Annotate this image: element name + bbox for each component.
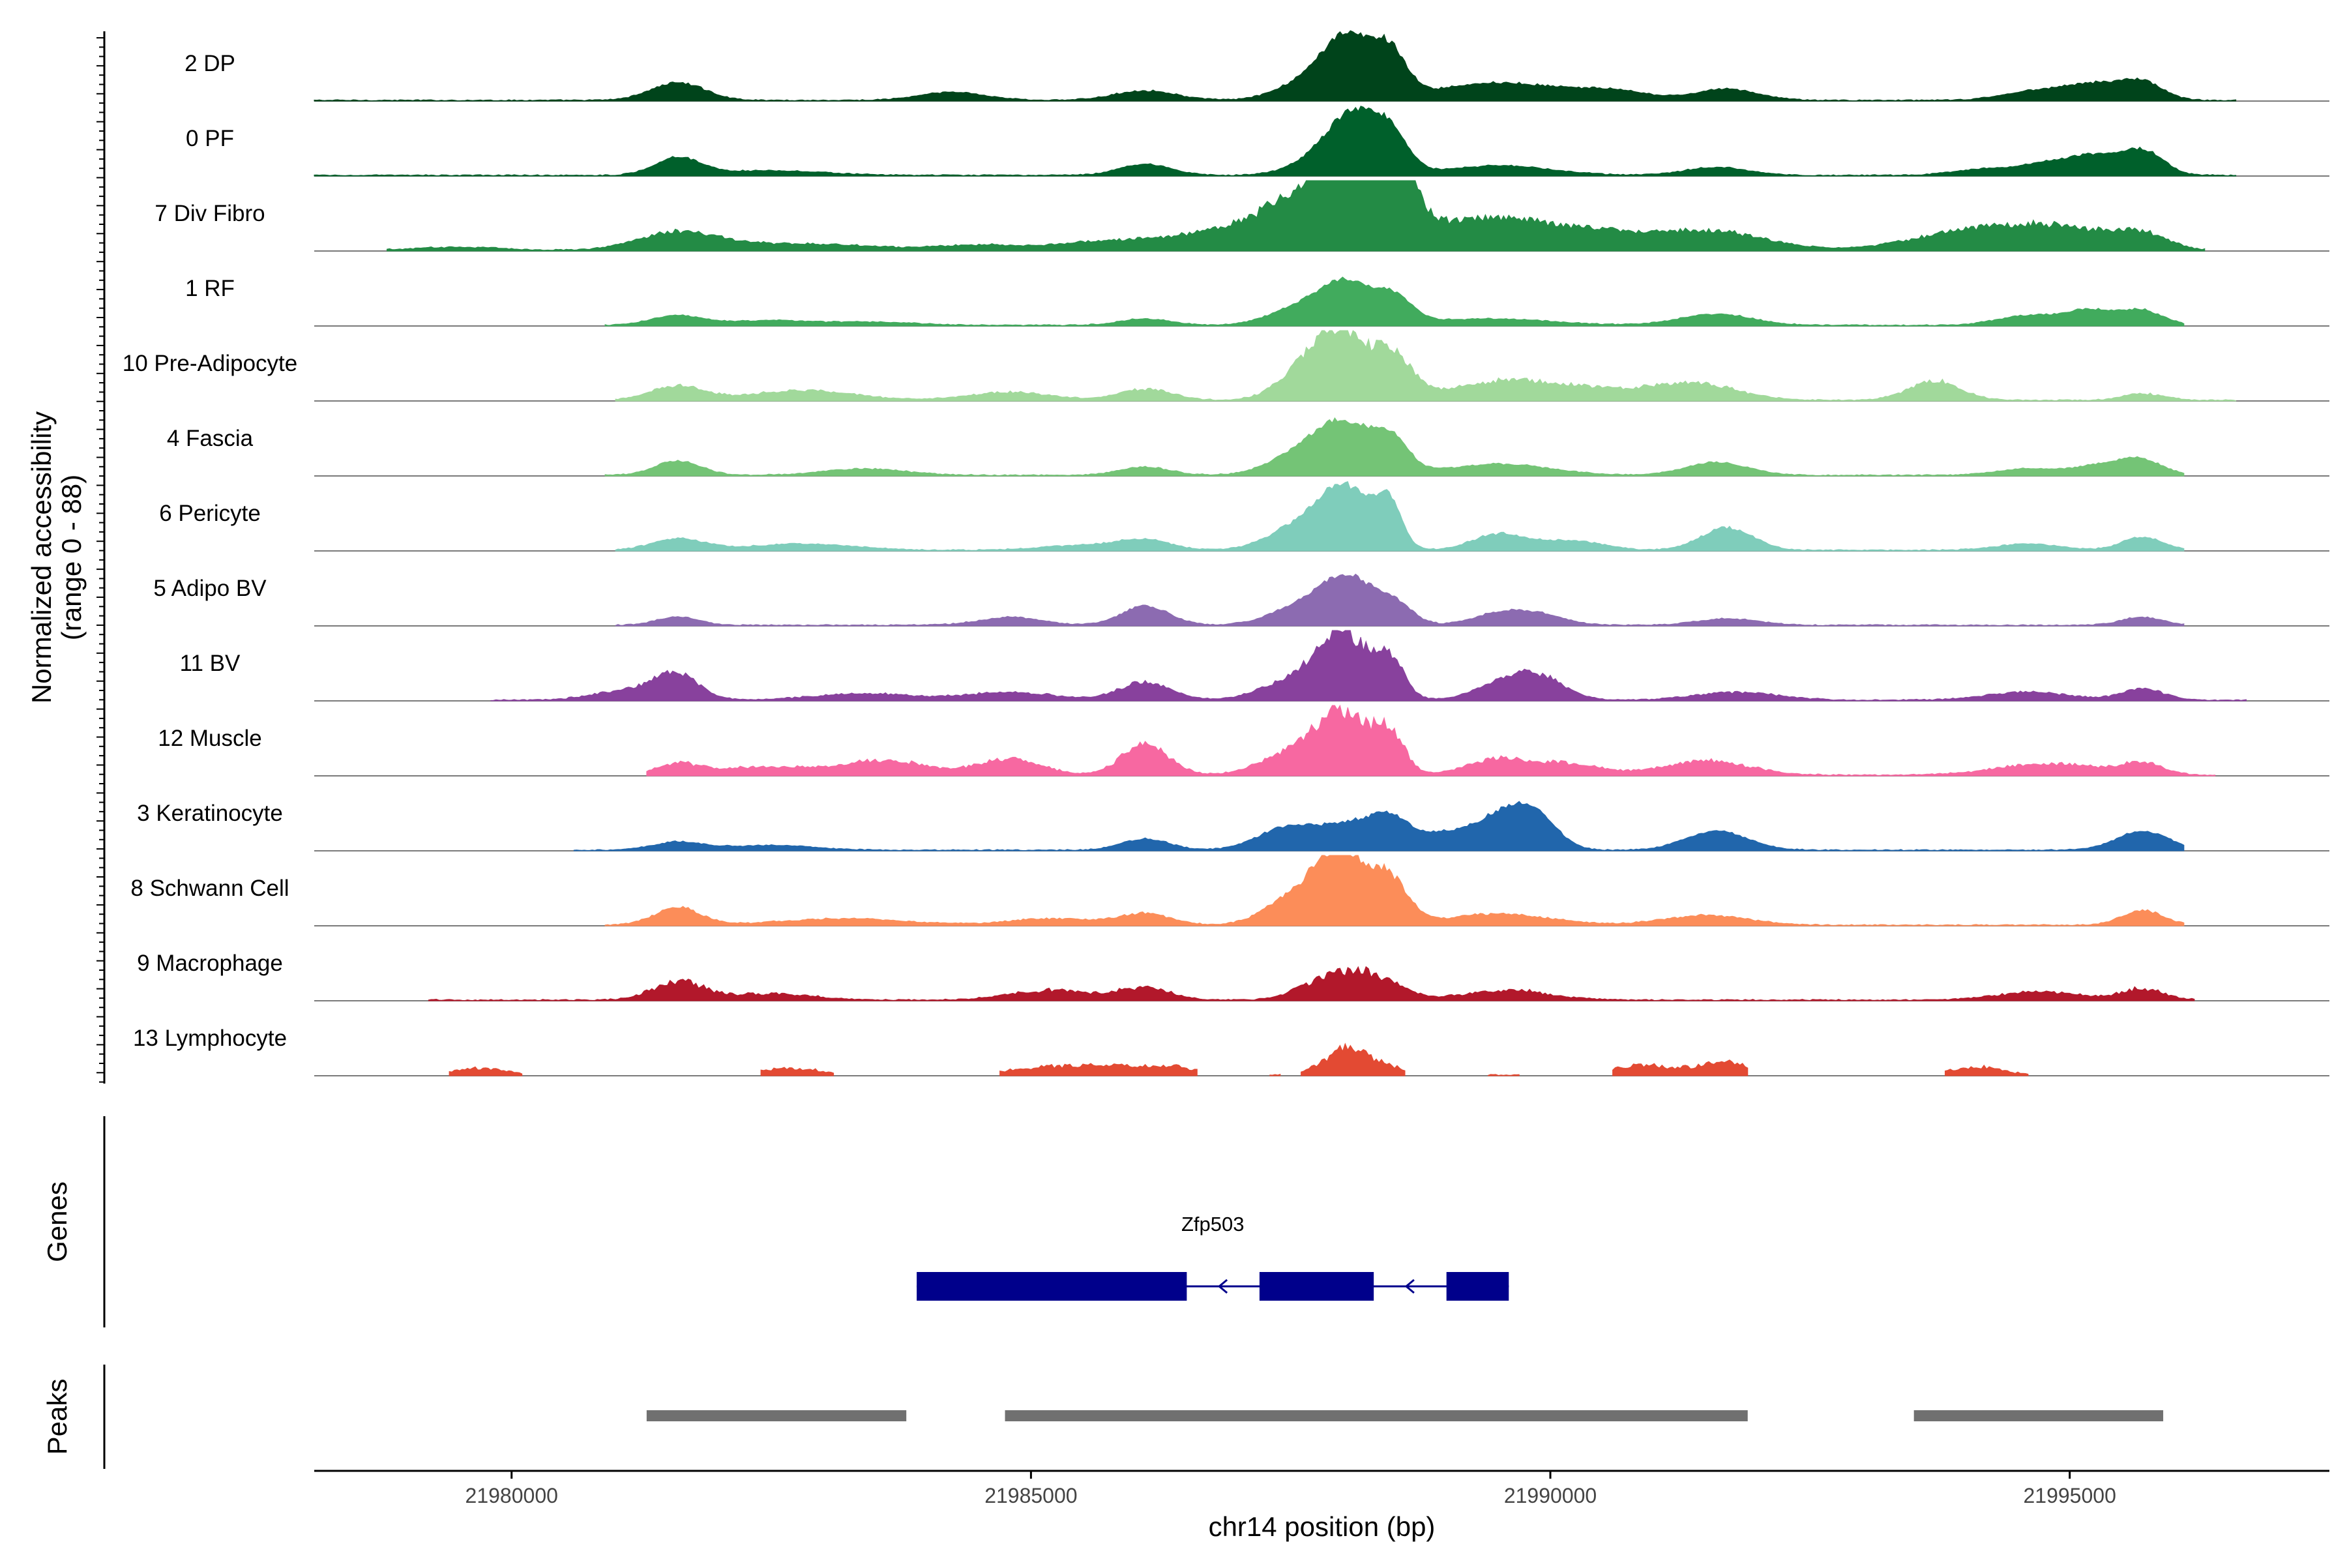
track-label: 12 Muscle	[158, 726, 262, 751]
y-axis-label: Normalized accessibility	[26, 411, 57, 703]
track-area	[999, 1063, 1198, 1076]
track-area	[449, 1066, 523, 1076]
track-2-dp: 2 DP	[185, 30, 2329, 102]
track-label: 5 Adipo BV	[153, 576, 267, 601]
track-area	[604, 855, 2185, 926]
gene-exon	[1259, 1272, 1374, 1301]
track-label: 7 Div Fibro	[155, 201, 265, 226]
track-12-muscle: 12 Muscle	[158, 704, 2329, 777]
track-area	[387, 180, 2206, 252]
track-label: 2 DP	[185, 51, 235, 76]
x-axis: 21980000 21985000 21990000 21995000 chr14 po…	[314, 1470, 2329, 1542]
track-area	[573, 801, 2185, 851]
peaks-panel: Peaks	[42, 1365, 2164, 1469]
x-tick-label: 21990000	[1504, 1484, 1597, 1507]
track-area	[1487, 1074, 1520, 1076]
gene-strand-arrow	[1404, 1279, 1415, 1294]
peak-region	[1005, 1410, 1748, 1421]
track-area	[760, 1067, 834, 1076]
y-axis: Normalized accessibility (range 0 - 88)	[26, 31, 106, 1084]
gene-exon	[1446, 1272, 1509, 1301]
track-area	[490, 630, 2247, 702]
peak-region	[1913, 1410, 2164, 1421]
y-axis-label-range: (range 0 - 88)	[56, 475, 87, 640]
track-0-pf: 0 PF	[186, 106, 2329, 177]
track-1-rf: 1 RF	[185, 276, 2329, 327]
track-4-fascia: 4 Fascia	[167, 417, 2329, 477]
track-label: 0 PF	[186, 126, 234, 151]
track-label: 8 Schwann Cell	[130, 876, 289, 901]
track-area	[615, 330, 2237, 402]
track-5-adipo-bv: 5 Adipo BV	[153, 573, 2329, 627]
track-area	[615, 481, 2185, 552]
gene-strand-arrow	[1217, 1279, 1228, 1294]
peaks-label: Peaks	[42, 1379, 72, 1455]
gene-exon	[917, 1272, 1187, 1301]
track-label: 4 Fascia	[167, 426, 254, 451]
track-area	[646, 704, 2216, 777]
track-label: 13 Lymphocyte	[133, 1026, 287, 1051]
peak-region	[646, 1410, 907, 1421]
track-11-bv: 11 BV	[180, 630, 2329, 702]
genes-panel: Genes Zfp503	[42, 1116, 1509, 1327]
track-label: 10 Pre-Adipocyte	[123, 351, 297, 376]
x-axis-label: chr14 position (bp)	[1209, 1511, 1436, 1542]
gene-name: Zfp503	[1181, 1213, 1245, 1235]
track-8-schwann-cell: 8 Schwann Cell	[130, 855, 2329, 926]
x-tick-label: 21995000	[2023, 1484, 2116, 1507]
x-tick-label: 21985000	[984, 1484, 1077, 1507]
track-label: 6 Pericyte	[159, 501, 261, 526]
track-area	[604, 276, 2185, 327]
track-13-lymphocyte: 13 Lymphocyte	[133, 1026, 2329, 1076]
track-10-pre-adipocyte: 10 Pre-Adipocyte	[123, 330, 2329, 402]
track-label: 11 BV	[180, 651, 241, 676]
track-9-macrophage: 9 Macrophage	[137, 951, 2329, 1001]
track-area	[1612, 1059, 1749, 1076]
track-area	[1945, 1064, 2029, 1076]
track-area	[314, 30, 2237, 102]
track-label: 3 Keratinocyte	[137, 801, 283, 826]
track-7-div-fibro: 7 Div Fibro	[155, 180, 2329, 252]
genes-label: Genes	[42, 1181, 72, 1262]
track-area	[604, 417, 2185, 477]
track-area	[314, 106, 2237, 177]
x-tick-label: 21980000	[465, 1484, 558, 1507]
track-3-keratinocyte: 3 Keratinocyte	[137, 801, 2329, 851]
track-6-pericyte: 6 Pericyte	[159, 481, 2329, 552]
track-area	[1269, 1074, 1281, 1076]
track-area	[615, 573, 2185, 627]
track-label: 9 Macrophage	[137, 951, 283, 976]
track-label: 1 RF	[185, 276, 235, 301]
track-area	[428, 966, 2195, 1001]
track-area	[1301, 1043, 1406, 1076]
